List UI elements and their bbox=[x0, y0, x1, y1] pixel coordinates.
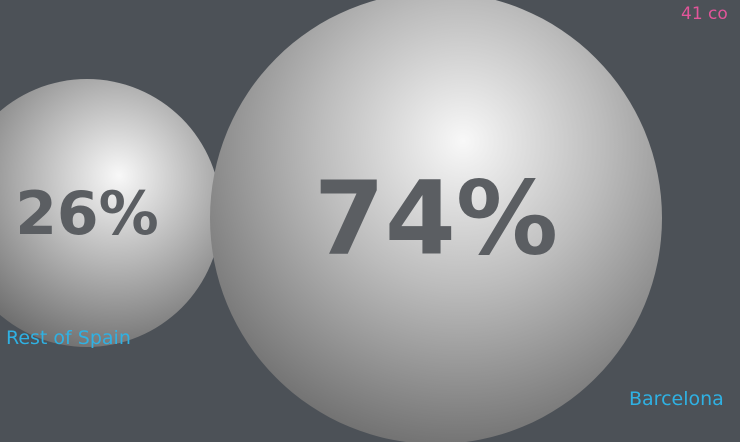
category-label-rest-of-spain: Rest of Spain bbox=[6, 327, 131, 349]
value-label-rest-of-spain: 26% bbox=[15, 179, 159, 249]
bubble-barcelona bbox=[210, 0, 662, 442]
value-label-barcelona: 74% bbox=[314, 160, 558, 279]
bubble-rest-of-spain bbox=[0, 79, 221, 347]
category-label-barcelona: Barcelona bbox=[629, 388, 724, 410]
top-note-text: 41 co bbox=[681, 4, 728, 24]
